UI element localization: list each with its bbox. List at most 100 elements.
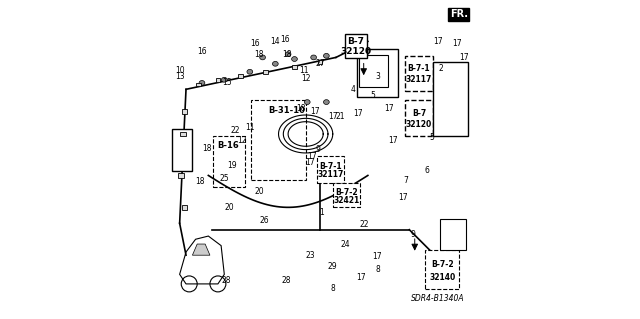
Text: 8: 8	[330, 284, 335, 293]
Text: B-7: B-7	[412, 109, 426, 118]
FancyBboxPatch shape	[440, 219, 466, 250]
FancyBboxPatch shape	[404, 100, 433, 136]
Ellipse shape	[247, 70, 253, 74]
Text: 4: 4	[351, 85, 356, 94]
Text: 20: 20	[224, 203, 234, 212]
FancyBboxPatch shape	[356, 49, 398, 97]
Text: 32117: 32117	[406, 75, 432, 84]
Text: 12: 12	[301, 74, 310, 83]
Text: 17: 17	[384, 104, 394, 113]
Text: B-7-1: B-7-1	[408, 64, 430, 73]
Text: 3: 3	[375, 72, 380, 81]
Text: 28: 28	[221, 276, 230, 285]
Text: 5: 5	[370, 91, 375, 100]
Text: 17: 17	[452, 39, 462, 48]
Text: 10: 10	[175, 66, 184, 75]
FancyBboxPatch shape	[292, 65, 297, 69]
FancyBboxPatch shape	[238, 74, 243, 78]
Ellipse shape	[273, 61, 278, 66]
FancyBboxPatch shape	[359, 55, 388, 87]
Text: 22: 22	[230, 126, 240, 135]
Text: 25: 25	[220, 174, 229, 183]
FancyBboxPatch shape	[172, 129, 193, 171]
Text: 17: 17	[310, 107, 320, 116]
Text: 19: 19	[227, 161, 237, 170]
Text: 18: 18	[255, 50, 264, 59]
Text: 17: 17	[353, 109, 363, 118]
FancyBboxPatch shape	[216, 78, 220, 82]
Text: 32117: 32117	[317, 170, 344, 179]
Text: 22: 22	[360, 220, 369, 229]
Text: SDR4-B1340A: SDR4-B1340A	[412, 294, 465, 303]
Text: B-7-1: B-7-1	[319, 162, 342, 171]
FancyBboxPatch shape	[264, 70, 268, 74]
Text: B-31-10: B-31-10	[268, 106, 305, 115]
Ellipse shape	[292, 57, 298, 62]
Text: 32140: 32140	[429, 273, 455, 282]
FancyBboxPatch shape	[179, 173, 184, 178]
Text: 9: 9	[316, 145, 321, 154]
Text: 2: 2	[439, 64, 444, 73]
FancyBboxPatch shape	[404, 56, 433, 91]
Text: 11: 11	[300, 66, 309, 75]
Text: 15: 15	[223, 78, 232, 87]
Polygon shape	[193, 244, 210, 255]
Ellipse shape	[305, 100, 310, 105]
Text: 16: 16	[280, 35, 290, 44]
Text: B-7: B-7	[348, 37, 365, 46]
Text: 17: 17	[328, 112, 337, 121]
Ellipse shape	[285, 52, 291, 57]
FancyBboxPatch shape	[317, 60, 323, 64]
Text: 18: 18	[296, 104, 306, 113]
Text: 12: 12	[237, 136, 246, 145]
Text: 17: 17	[433, 37, 443, 46]
FancyBboxPatch shape	[433, 62, 468, 136]
Text: 16: 16	[250, 39, 259, 48]
Text: 28: 28	[282, 276, 291, 285]
Text: 32421: 32421	[333, 196, 360, 205]
FancyBboxPatch shape	[344, 34, 367, 58]
Text: 11: 11	[245, 123, 255, 132]
FancyBboxPatch shape	[180, 132, 186, 137]
Text: 23: 23	[306, 251, 316, 260]
Text: 17: 17	[356, 273, 366, 282]
FancyBboxPatch shape	[317, 156, 344, 183]
FancyBboxPatch shape	[196, 83, 201, 86]
Text: 13: 13	[175, 72, 184, 81]
Text: FR.: FR.	[450, 9, 468, 19]
FancyBboxPatch shape	[252, 100, 306, 180]
Text: 17: 17	[307, 152, 317, 161]
Ellipse shape	[260, 55, 266, 60]
Text: 32120: 32120	[340, 47, 372, 56]
Text: 18: 18	[282, 50, 291, 59]
Text: 16: 16	[197, 47, 207, 56]
Ellipse shape	[323, 54, 329, 58]
Text: B-7-2: B-7-2	[431, 260, 454, 269]
Text: B-7-2: B-7-2	[335, 188, 358, 197]
Text: 26: 26	[259, 216, 269, 225]
Text: 1: 1	[319, 208, 324, 217]
FancyBboxPatch shape	[182, 205, 188, 210]
Text: 7: 7	[404, 176, 408, 185]
Ellipse shape	[311, 55, 317, 60]
Text: 5: 5	[429, 133, 434, 142]
Text: 17: 17	[388, 136, 398, 145]
Ellipse shape	[221, 77, 227, 82]
Text: 17: 17	[372, 252, 382, 261]
Text: 18: 18	[202, 144, 211, 153]
Text: 21: 21	[336, 112, 346, 121]
Text: B-16: B-16	[218, 141, 239, 150]
Text: 17: 17	[398, 193, 408, 202]
Text: 20: 20	[255, 187, 264, 196]
Ellipse shape	[323, 100, 329, 105]
FancyBboxPatch shape	[425, 250, 459, 289]
Text: 8: 8	[375, 265, 380, 274]
Ellipse shape	[199, 80, 205, 85]
Text: 17: 17	[306, 158, 316, 167]
Text: 29: 29	[328, 262, 337, 271]
Text: 24: 24	[340, 240, 350, 249]
Text: 14: 14	[271, 37, 280, 46]
Text: 27: 27	[315, 59, 325, 68]
Text: 6: 6	[424, 166, 429, 175]
Text: 18: 18	[196, 177, 205, 186]
